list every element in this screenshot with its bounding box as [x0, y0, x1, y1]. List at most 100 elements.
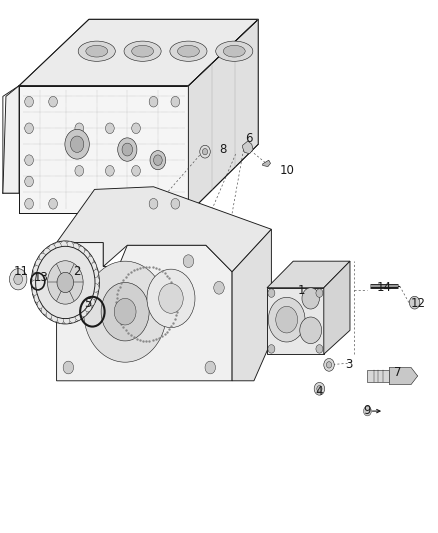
- Circle shape: [71, 136, 84, 152]
- Circle shape: [268, 297, 305, 342]
- Circle shape: [92, 277, 99, 285]
- Circle shape: [132, 123, 141, 134]
- Polygon shape: [19, 19, 258, 86]
- Circle shape: [35, 246, 95, 319]
- Circle shape: [268, 289, 275, 297]
- Text: 9: 9: [363, 403, 371, 416]
- Circle shape: [410, 296, 420, 309]
- Circle shape: [154, 155, 162, 165]
- Polygon shape: [243, 141, 253, 154]
- Circle shape: [47, 261, 83, 304]
- Circle shape: [31, 241, 99, 324]
- Circle shape: [316, 345, 323, 353]
- Circle shape: [34, 294, 41, 303]
- Circle shape: [88, 297, 95, 306]
- Text: 14: 14: [376, 281, 391, 294]
- Circle shape: [317, 385, 322, 392]
- Circle shape: [106, 165, 114, 176]
- Circle shape: [63, 249, 74, 262]
- Circle shape: [46, 310, 53, 319]
- Circle shape: [69, 314, 76, 323]
- Circle shape: [72, 297, 82, 310]
- Circle shape: [60, 241, 67, 249]
- Text: 5: 5: [84, 297, 91, 310]
- Circle shape: [49, 96, 57, 107]
- Circle shape: [75, 123, 84, 134]
- Polygon shape: [267, 261, 350, 288]
- Text: 3: 3: [346, 358, 353, 372]
- Circle shape: [35, 259, 42, 268]
- Text: 6: 6: [245, 132, 253, 146]
- Circle shape: [52, 313, 59, 322]
- Circle shape: [147, 269, 195, 328]
- Polygon shape: [3, 86, 19, 193]
- Circle shape: [92, 284, 99, 292]
- Circle shape: [33, 265, 40, 274]
- Circle shape: [92, 269, 99, 278]
- Polygon shape: [389, 368, 418, 384]
- Circle shape: [200, 146, 210, 158]
- Polygon shape: [324, 261, 350, 354]
- Text: 7: 7: [394, 366, 401, 379]
- Circle shape: [84, 261, 166, 362]
- Circle shape: [86, 256, 93, 264]
- Circle shape: [80, 308, 87, 317]
- Text: 2: 2: [73, 265, 81, 278]
- Circle shape: [171, 198, 180, 209]
- Polygon shape: [19, 86, 188, 213]
- Polygon shape: [57, 187, 272, 272]
- Circle shape: [65, 130, 89, 159]
- Circle shape: [14, 274, 22, 285]
- Polygon shape: [367, 369, 389, 382]
- Circle shape: [72, 243, 79, 252]
- Text: 10: 10: [280, 164, 295, 177]
- Circle shape: [41, 306, 48, 314]
- Circle shape: [57, 272, 74, 293]
- Polygon shape: [232, 229, 272, 381]
- Circle shape: [268, 345, 275, 353]
- Circle shape: [302, 288, 319, 309]
- Polygon shape: [263, 160, 271, 166]
- Ellipse shape: [177, 45, 199, 57]
- Polygon shape: [267, 288, 324, 354]
- Circle shape: [44, 248, 51, 257]
- Ellipse shape: [86, 45, 108, 57]
- Circle shape: [85, 303, 92, 312]
- Circle shape: [183, 255, 194, 268]
- Circle shape: [149, 198, 158, 209]
- Circle shape: [25, 123, 33, 134]
- Circle shape: [132, 165, 141, 176]
- Ellipse shape: [132, 45, 153, 57]
- Circle shape: [118, 138, 137, 161]
- Circle shape: [32, 273, 39, 281]
- Circle shape: [25, 176, 33, 187]
- Circle shape: [57, 315, 64, 324]
- Circle shape: [324, 359, 334, 371]
- Circle shape: [91, 290, 98, 299]
- Text: 11: 11: [14, 265, 29, 278]
- Circle shape: [63, 361, 74, 374]
- Circle shape: [31, 280, 38, 288]
- Text: 4: 4: [315, 385, 322, 398]
- Circle shape: [89, 262, 96, 271]
- Circle shape: [300, 317, 321, 344]
- Circle shape: [37, 301, 44, 309]
- Circle shape: [78, 246, 85, 255]
- Text: 8: 8: [219, 143, 226, 156]
- Circle shape: [75, 312, 82, 320]
- Text: 12: 12: [411, 297, 426, 310]
- Circle shape: [25, 198, 33, 209]
- Circle shape: [314, 382, 325, 395]
- Text: 13: 13: [33, 271, 48, 284]
- Circle shape: [326, 362, 332, 368]
- Circle shape: [101, 282, 149, 341]
- Circle shape: [364, 406, 371, 416]
- Circle shape: [214, 281, 224, 294]
- Circle shape: [75, 165, 84, 176]
- Circle shape: [32, 287, 39, 296]
- Circle shape: [66, 241, 73, 250]
- Ellipse shape: [170, 41, 207, 61]
- Circle shape: [316, 289, 323, 297]
- Polygon shape: [57, 243, 232, 381]
- Circle shape: [10, 269, 27, 290]
